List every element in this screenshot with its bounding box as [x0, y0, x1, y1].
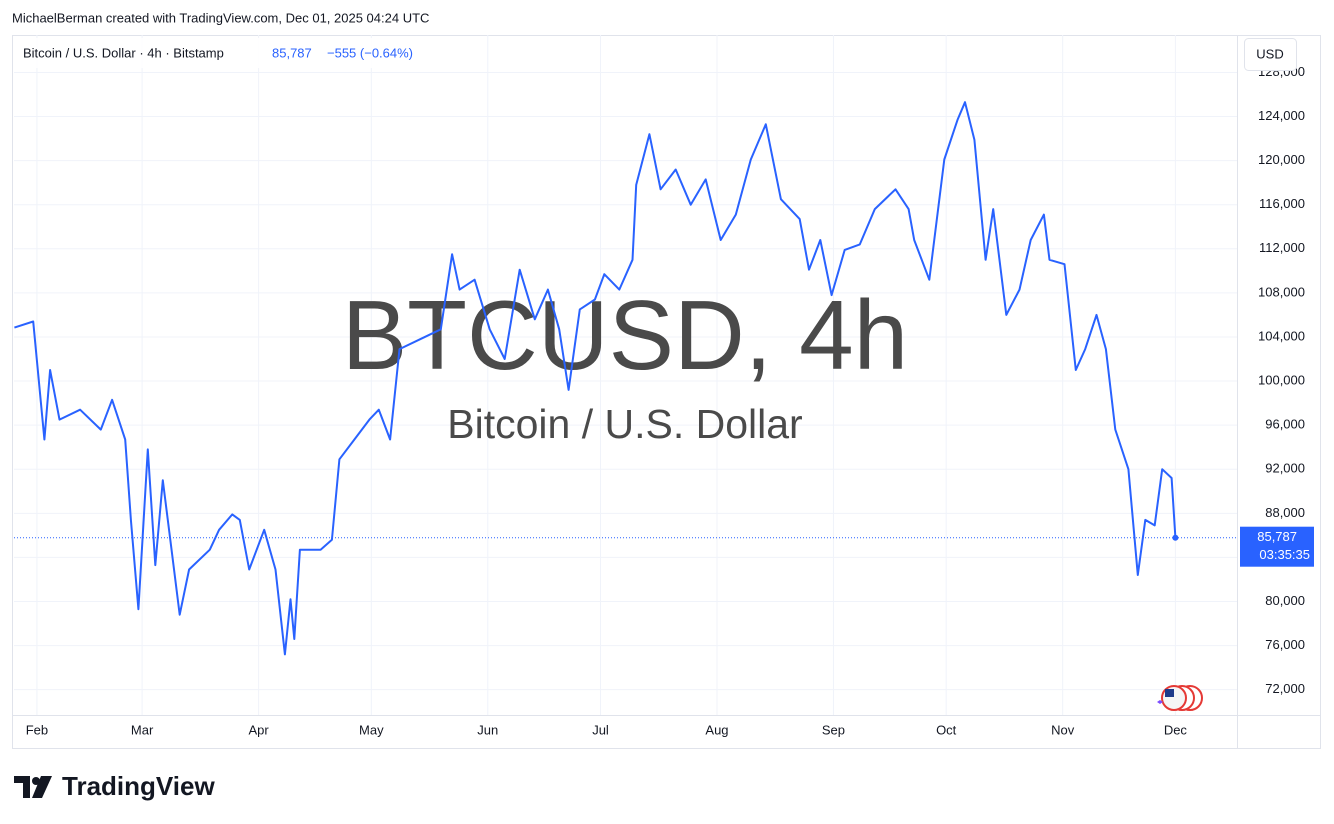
price-tag: [1240, 526, 1314, 567]
x-tick-label: May: [359, 722, 384, 737]
legend-change: −555 (−0.64%): [327, 45, 413, 60]
currency-label[interactable]: USD: [1256, 46, 1283, 61]
logo-text: TradingView: [62, 771, 215, 801]
price-line: [14, 101, 1177, 656]
x-tick-label: Mar: [131, 722, 154, 737]
y-tick-label: 100,000: [1258, 372, 1305, 387]
y-tick-label: 80,000: [1265, 593, 1305, 608]
currency-button[interactable]: [1244, 38, 1297, 71]
x-tick-label: Aug: [705, 722, 728, 737]
y-tick-label: 108,000: [1258, 284, 1305, 299]
logo-mark: [14, 776, 30, 798]
x-tick-label: Sep: [822, 722, 845, 737]
y-tick-label: 104,000: [1258, 328, 1305, 343]
flag-icon: [1157, 685, 1203, 711]
y-tick-label: 112,000: [1259, 240, 1305, 255]
watermark-subtitle: Bitcoin / U.S. Dollar: [447, 401, 802, 447]
legend-price: 85,787: [272, 45, 312, 60]
y-tick-label: 120,000: [1258, 152, 1305, 167]
x-tick-label: Apr: [248, 722, 269, 737]
x-tick-label: Dec: [1164, 722, 1188, 737]
legend-bg: [14, 38, 434, 68]
x-tick-label: Nov: [1051, 722, 1075, 737]
axes: 72,00076,00080,00084,00088,00092,00096,0…: [26, 64, 1314, 737]
y-tick-label: 88,000: [1265, 505, 1305, 520]
symbol-legend: Bitcoin / U.S. Dollar · 4h · Bitstamp: [23, 45, 224, 60]
y-tick-label: 72,000: [1265, 681, 1305, 696]
y-tick-label: 76,000: [1265, 637, 1305, 652]
countdown: 03:35:35: [1259, 547, 1310, 562]
x-tick-label: Jun: [477, 722, 498, 737]
y-tick-label: 92,000: [1265, 461, 1305, 476]
y-tick-label: 96,000: [1265, 417, 1305, 432]
price-tag-label: 85,787: [1257, 529, 1297, 544]
x-tick-label: Feb: [26, 722, 48, 737]
flag: [1165, 689, 1174, 697]
y-tick-label: 116,000: [1259, 196, 1305, 211]
logo-mark: [32, 777, 40, 785]
header: MichaelBerman created with TradingView.c…: [12, 10, 429, 25]
sparkle: [1157, 700, 1163, 704]
grid: [14, 35, 1237, 715]
logo: TradingView: [14, 771, 215, 801]
plot: [14, 101, 1237, 656]
x-tick-label: Oct: [936, 722, 957, 737]
chart-border: [12, 35, 1321, 749]
watermark: BTCUSD, 4h: [342, 280, 908, 390]
y-tick-label: 124,000: [1258, 108, 1305, 123]
logo-mark: [32, 776, 52, 798]
x-tick-label: Jul: [592, 722, 609, 737]
